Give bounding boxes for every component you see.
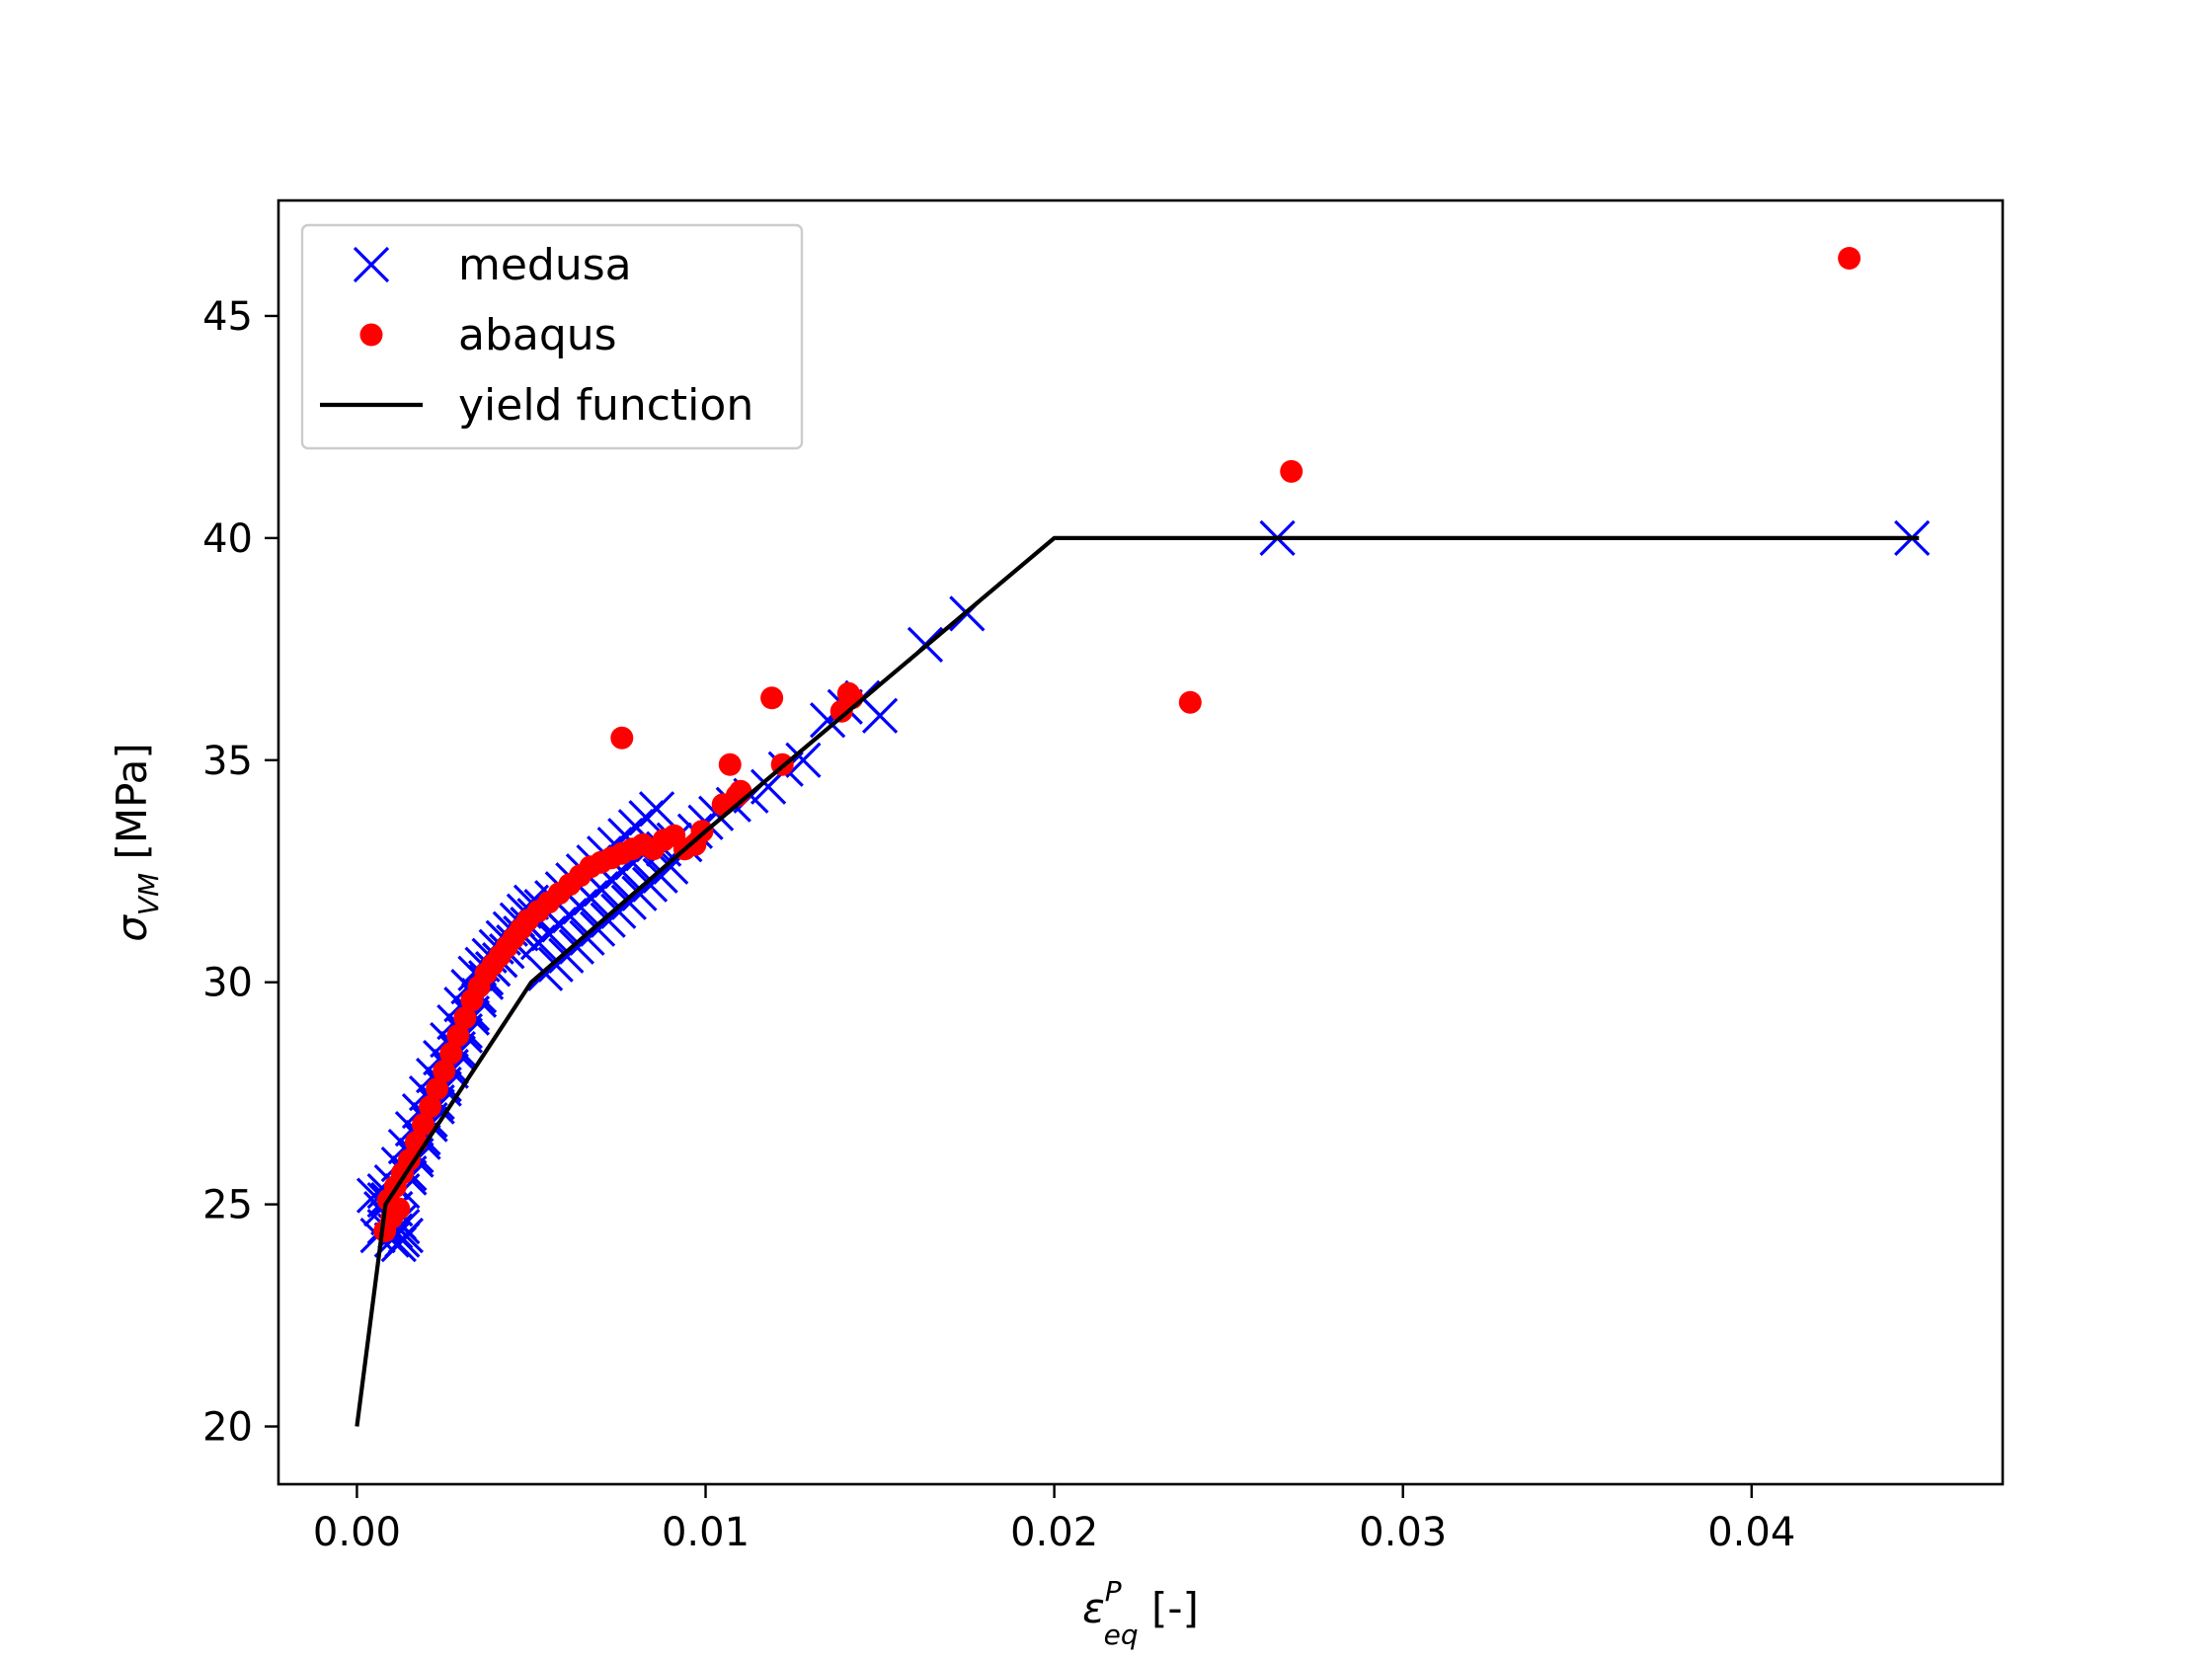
abaqus-point	[1178, 690, 1202, 714]
medusa-point	[638, 791, 675, 828]
y-tick-label: 45	[202, 294, 253, 340]
abaqus-point	[1838, 246, 1861, 270]
abaqus-point	[412, 1113, 435, 1137]
x-tick-label: 0.03	[1359, 1510, 1447, 1555]
legend-marker-dot	[359, 323, 383, 347]
x-tick-label: 0.04	[1707, 1510, 1795, 1555]
x-axis-label: εP eq [-]	[1082, 1575, 1199, 1651]
plot-area	[355, 246, 1931, 1427]
legend: medusa abaqus yield function	[300, 223, 804, 450]
x-tick-label: 0.01	[662, 1510, 750, 1555]
abaqus-point	[610, 726, 634, 750]
abaqus-point	[419, 1095, 442, 1119]
y-axis-label-sub: VM	[132, 873, 165, 915]
abaqus-point	[453, 1006, 477, 1030]
abaqus-point	[760, 686, 784, 710]
abaqus-point	[439, 1042, 463, 1066]
abaqus-point	[718, 752, 742, 776]
abaqus-point	[426, 1077, 449, 1101]
legend-label: abaqus	[458, 310, 617, 360]
x-tick-label: 0.00	[313, 1510, 401, 1555]
x-tick-label: 0.02	[1010, 1510, 1098, 1555]
medusa-point	[861, 697, 899, 734]
legend-label: medusa	[458, 240, 632, 290]
y-tick-label: 30	[202, 961, 253, 1006]
x-axis-label-symbol: ε	[1082, 1584, 1105, 1632]
y-axis-label: σVM [MPa]	[108, 743, 165, 941]
plot-series-group	[355, 246, 1931, 1427]
abaqus-point	[397, 1148, 421, 1172]
x-axis-label-sup: P	[1105, 1575, 1122, 1608]
series-abaqus	[373, 246, 1861, 1243]
legend-box	[300, 223, 804, 450]
axes-frame	[276, 198, 2005, 1486]
x-axis-label-sub: eq	[1104, 1619, 1139, 1651]
yield-function-line	[355, 535, 1920, 1427]
abaqus-point	[1280, 459, 1304, 483]
y-axis-label-symbol: σ	[108, 914, 156, 942]
y-tick-label: 35	[202, 739, 253, 784]
y-axis-label-unit: [MPa]	[108, 743, 156, 873]
abaqus-point	[446, 1024, 470, 1048]
y-tick-label: 20	[202, 1405, 253, 1451]
axes: 0.00 0.01 0.02 0.03 0.04 20 25 30 35 40 45 εP eq [-]…	[108, 198, 2005, 1651]
y-tick-label: 25	[202, 1183, 253, 1228]
y-tick-label: 40	[202, 516, 253, 562]
legend-marker-x	[353, 246, 390, 283]
medusa-point	[785, 742, 822, 778]
legend-label: yield function	[458, 380, 753, 431]
x-axis-label-unit: [-]	[1139, 1584, 1199, 1632]
abaqus-point	[433, 1060, 456, 1083]
